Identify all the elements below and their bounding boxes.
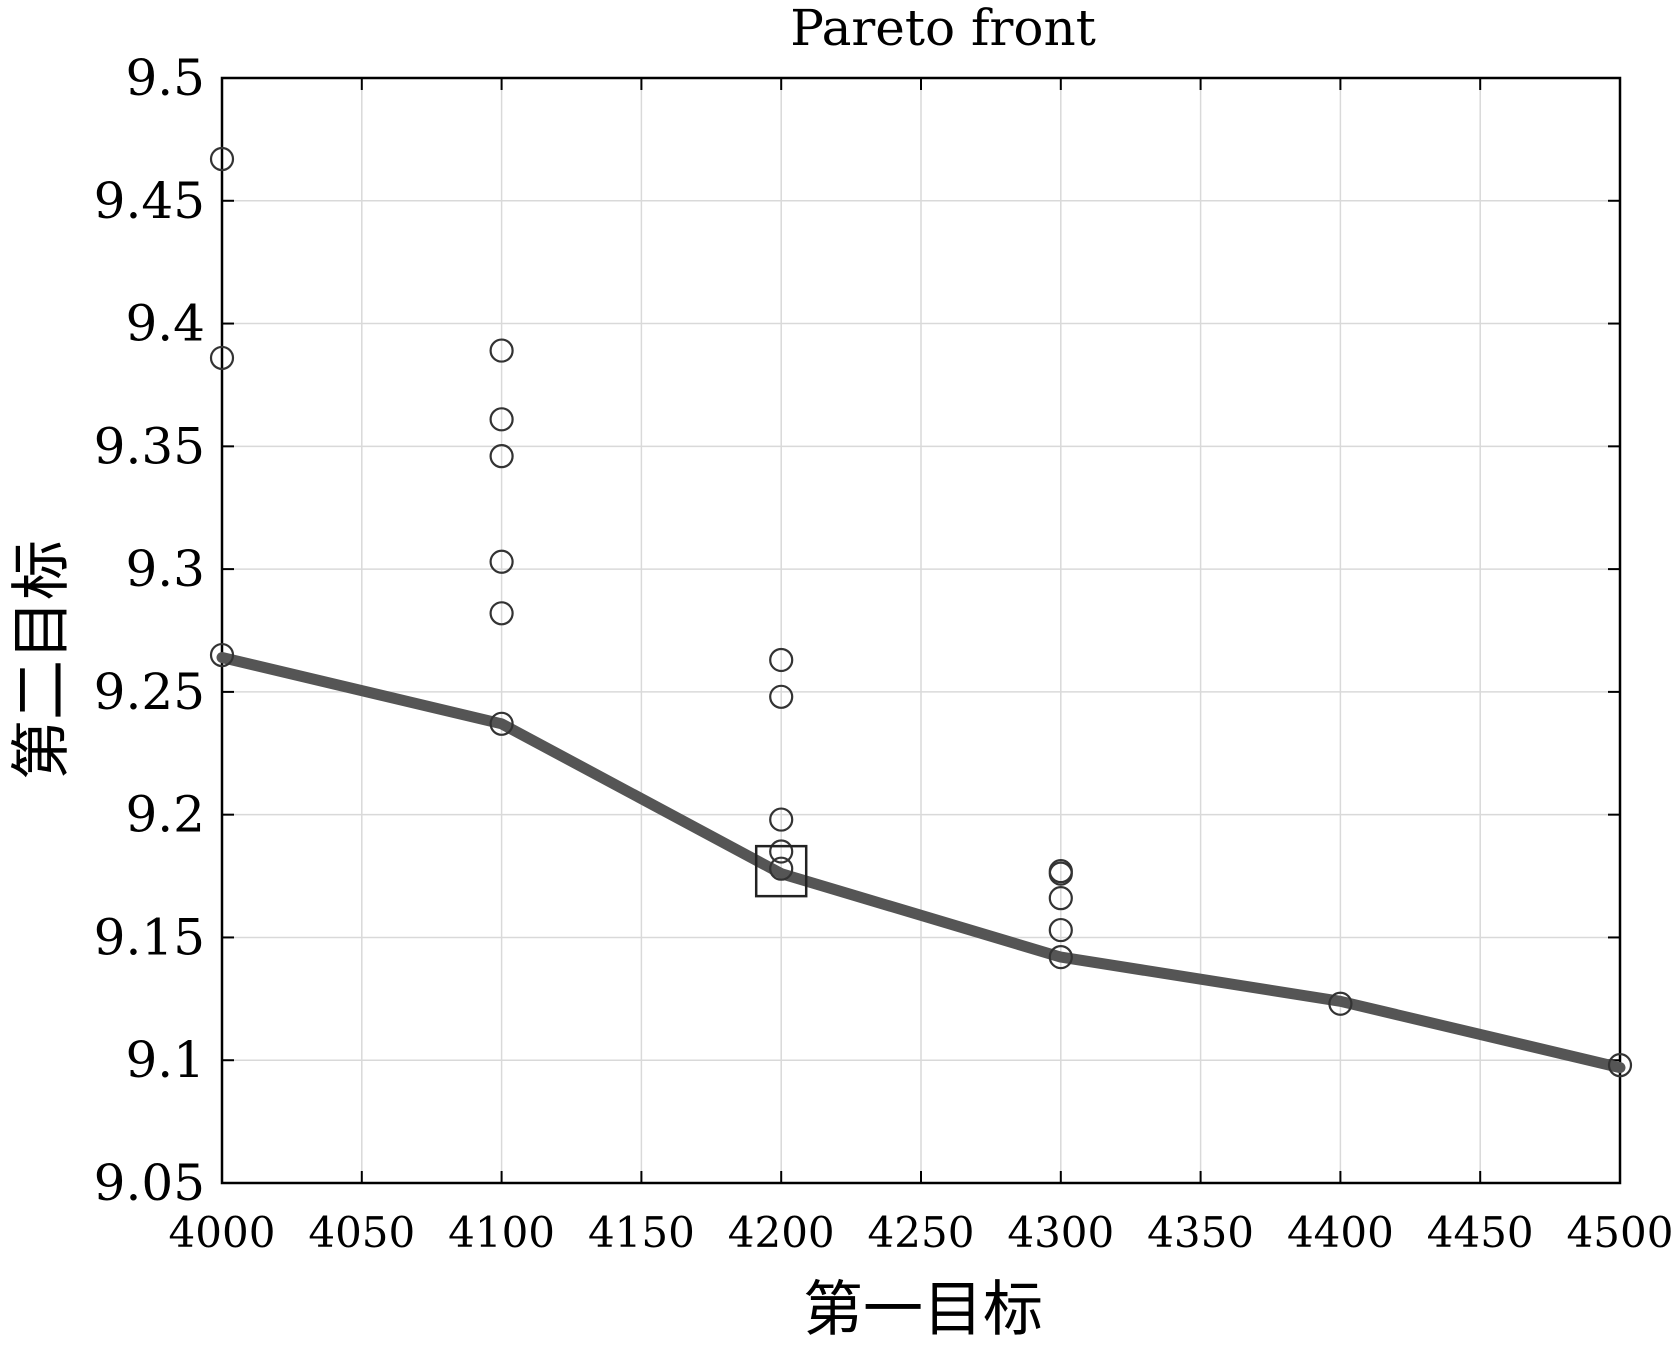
y-axis-label: 第二目标 — [7, 540, 77, 780]
scatter-point — [769, 856, 794, 881]
scatter-point — [489, 444, 514, 469]
plot-frame — [220, 76, 1622, 1185]
scatter-point — [209, 642, 235, 668]
scatter-point — [489, 407, 514, 432]
scatter-point — [1048, 944, 1073, 970]
selected-solution-square — [754, 844, 808, 898]
scatter-point — [1328, 991, 1353, 1016]
chart-title: Pareto front — [790, 0, 1096, 57]
scatter-point — [1048, 861, 1073, 886]
scatter-point — [489, 601, 514, 626]
pareto-line-layer — [216, 652, 1626, 1074]
x-tick-label: 4450 — [1427, 1208, 1534, 1257]
x-tick-label: 4050 — [308, 1208, 415, 1257]
y-tick-label: 9.05 — [94, 1154, 205, 1212]
scatter-point — [769, 684, 794, 709]
scatter-point — [209, 146, 235, 172]
highlight-layer — [754, 844, 808, 898]
y-tick-label: 9.25 — [94, 663, 205, 721]
y-tick-label: 9.1 — [125, 1031, 205, 1089]
scatter-point — [1607, 1053, 1633, 1078]
scatter-point — [769, 839, 794, 864]
x-tick-label: 4350 — [1147, 1208, 1254, 1257]
x-tick-label: 4300 — [1007, 1208, 1114, 1257]
y-tick-label: 9.45 — [94, 172, 205, 230]
x-tick-label: 4400 — [1287, 1208, 1394, 1257]
x-tick-label: 4250 — [868, 1208, 975, 1257]
x-tick-label: 4000 — [169, 1208, 276, 1257]
scatter-point — [489, 338, 514, 363]
scatter-point — [1048, 917, 1073, 943]
x-tick-label: 4150 — [588, 1208, 695, 1257]
scatter-point — [209, 345, 235, 371]
y-tick-label: 9.4 — [125, 295, 205, 353]
y-tick-label: 9.2 — [125, 786, 205, 844]
x-tick-label: 4100 — [448, 1208, 555, 1257]
points-layer — [209, 146, 1633, 1078]
scatter-point — [769, 807, 794, 832]
x-tick-label: 4200 — [728, 1208, 835, 1257]
scatter-point — [1048, 886, 1073, 911]
y-tick-label: 9.15 — [94, 908, 205, 966]
scatter-point — [489, 549, 514, 574]
scatter-point — [769, 647, 794, 673]
pareto-front-line — [216, 652, 1626, 1074]
y-tick-label: 9.5 — [125, 49, 205, 107]
y-tick-label: 9.3 — [125, 540, 205, 598]
x-tick-labels: 4000 4050 4100 4150 4200 4250 4300 4350 4400 4450… — [169, 1208, 1674, 1257]
x-tick-label: 4500 — [1567, 1208, 1674, 1257]
y-tick-label: 9.35 — [94, 417, 205, 475]
scatter-point — [489, 711, 514, 736]
y-tick-labels: 9.05 9.1 9.15 9.2 9.25 9.3 9.35 9.4 9.45 9.5 — [94, 49, 205, 1212]
x-axis-label: 第一目标 — [803, 1275, 1043, 1345]
